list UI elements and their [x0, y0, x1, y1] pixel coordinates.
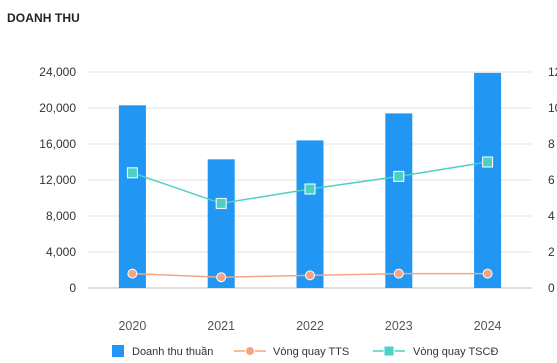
- y-left-tick-label: 20,000: [39, 101, 76, 115]
- legend-label-tscd: Vòng quay TSCĐ: [413, 346, 498, 358]
- point-tscd-2020: [126, 167, 138, 179]
- y-right-tick-label: 10: [548, 101, 557, 115]
- point-tscd-2024: [482, 156, 494, 168]
- legend-label-tts: Vòng quay TTS: [273, 346, 349, 358]
- bar-2021: [207, 159, 235, 288]
- x-tick-label: 2024: [474, 319, 502, 333]
- chart-title: DOANH THU: [7, 11, 80, 25]
- y-right-tick-label: 0: [548, 281, 555, 295]
- point-tts-2021: [216, 272, 227, 283]
- y-left-tick-label: 4,000: [46, 245, 76, 259]
- point-tts-2022: [305, 270, 315, 281]
- legend-swatch-tts-marker: [245, 346, 255, 356]
- y-left-tick-label: 16,000: [39, 137, 76, 151]
- bar-2022: [296, 140, 324, 288]
- y-right-tick-label: 8: [548, 137, 555, 151]
- point-tscd-2022: [304, 183, 316, 195]
- y-left-tick-label: 0: [69, 281, 76, 295]
- bar-2020: [118, 105, 146, 288]
- y-left-tick-label: 12,000: [39, 173, 76, 187]
- y-right-tick-label: 12: [548, 65, 557, 79]
- legend-swatch-bar: [112, 345, 124, 357]
- y-right-tick-label: 6: [548, 173, 555, 187]
- x-tick-label: 2021: [207, 319, 235, 333]
- legend-swatch-tscd-marker: [383, 345, 395, 357]
- y-left-tick-label: 8,000: [46, 209, 76, 223]
- x-tick-label: 2020: [118, 319, 146, 333]
- point-tscd-2021: [215, 197, 227, 209]
- x-tick-label: 2022: [296, 319, 324, 333]
- point-tts-2023: [393, 268, 404, 279]
- x-tick-label: 2023: [385, 319, 413, 333]
- y-right-tick-label: 4: [548, 209, 555, 223]
- bar-2024: [474, 72, 502, 289]
- point-tscd-2023: [393, 170, 405, 182]
- point-tts-2024: [482, 268, 493, 279]
- point-tts-2020: [127, 268, 138, 279]
- bar-2023: [385, 113, 413, 289]
- y-right-tick-label: 2: [548, 245, 555, 259]
- legend-label-bar: Doanh thu thuần: [132, 346, 213, 358]
- y-left-tick-label: 24,000: [39, 65, 76, 79]
